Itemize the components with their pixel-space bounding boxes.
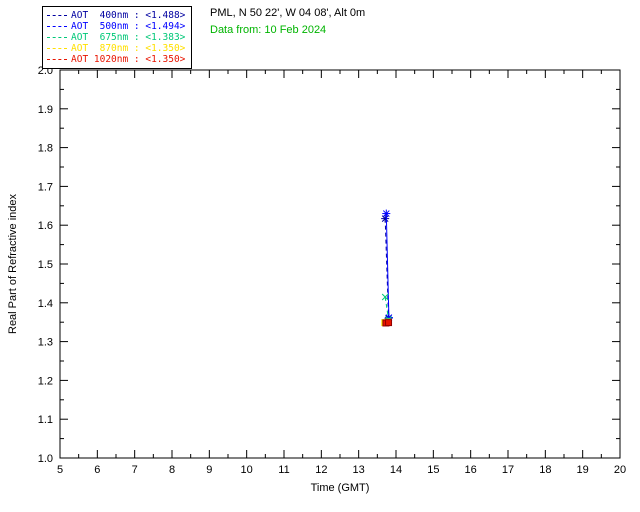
legend-row: AOT 500nm : <1.494>	[47, 21, 185, 32]
x-tick-label: 8	[169, 464, 175, 476]
legend-label: AOT 400nm :	[71, 10, 146, 21]
x-tick-label: 12	[315, 464, 327, 476]
asterisk-marker	[381, 214, 390, 223]
x-tick-label: 14	[390, 464, 402, 476]
y-tick-label: 1.1	[38, 414, 53, 426]
y-tick-label: 1.6	[38, 220, 53, 232]
x-axis-title: Time (GMT)	[311, 482, 370, 494]
y-tick-label: 1.0	[38, 453, 53, 465]
x-tick-label: 6	[94, 464, 100, 476]
x-tick-label: 7	[132, 464, 138, 476]
series-line-aot-500nm	[385, 213, 390, 318]
x-tick-label: 16	[465, 464, 477, 476]
x-tick-label: 17	[502, 464, 514, 476]
x-tick-label: 15	[427, 464, 439, 476]
y-tick-label: 1.9	[38, 104, 53, 116]
legend-row: AOT 675nm : <1.383>	[47, 32, 185, 43]
legend-value: <1.383>	[145, 32, 186, 43]
y-tick-label: 1.5	[38, 259, 53, 271]
legend-label: AOT 500nm :	[71, 21, 146, 32]
axis-ticks	[59, 69, 621, 459]
x-tick-label: 10	[241, 464, 253, 476]
x-marker	[381, 293, 389, 301]
x-tick-label: 5	[57, 464, 63, 476]
legend-label: AOT 675nm :	[71, 32, 146, 43]
x-tick-label: 19	[577, 464, 589, 476]
legend-row: AOT 1020nm : <1.350>	[47, 54, 185, 65]
x-tick-label: 18	[539, 464, 551, 476]
station-header: PML, N 50 22', W 04 08', Alt 0m	[210, 7, 366, 19]
y-tick-label: 1.4	[38, 298, 53, 310]
legend: AOT 400nm : <1.488> AOT 500nm : <1.494> AO…	[42, 6, 193, 69]
legend-value: <1.350>	[145, 43, 186, 54]
y-tick-label: 1.3	[38, 337, 53, 349]
square-marker	[385, 319, 393, 327]
legend-line-sample	[47, 15, 67, 16]
y-tick-label: 1.2	[38, 375, 53, 387]
y-tick-label: 1.8	[38, 143, 53, 155]
series-line-aot-675nm	[384, 296, 390, 320]
legend-value: <1.494>	[145, 21, 186, 32]
x-tick-label: 11	[278, 464, 289, 476]
legend-line-sample	[47, 37, 67, 38]
y-axis-title: Real Part of Refractive index	[7, 193, 19, 334]
x-tick-label: 13	[353, 464, 365, 476]
x-tick-label: 9	[206, 464, 212, 476]
date-header: Data from: 10 Feb 2024	[210, 24, 327, 36]
y-tick-label: 1.7	[38, 181, 53, 193]
asterisk-marker	[382, 209, 391, 218]
legend-line-sample	[47, 48, 67, 49]
legend-label: AOT 870nm :	[71, 43, 146, 54]
legend-value: <1.488>	[145, 10, 186, 21]
plot-frame	[59, 69, 621, 459]
legend-value: <1.350>	[145, 54, 186, 65]
series-line-aot-400nm	[384, 218, 390, 319]
legend-line-sample	[47, 26, 67, 27]
legend-label: AOT 1020nm :	[71, 54, 146, 65]
x-tick-label: 20	[614, 464, 626, 476]
legend-row: AOT 870nm : <1.350>	[47, 43, 185, 54]
legend-line-sample	[47, 59, 67, 60]
legend-row: AOT 400nm : <1.488>	[47, 10, 185, 21]
